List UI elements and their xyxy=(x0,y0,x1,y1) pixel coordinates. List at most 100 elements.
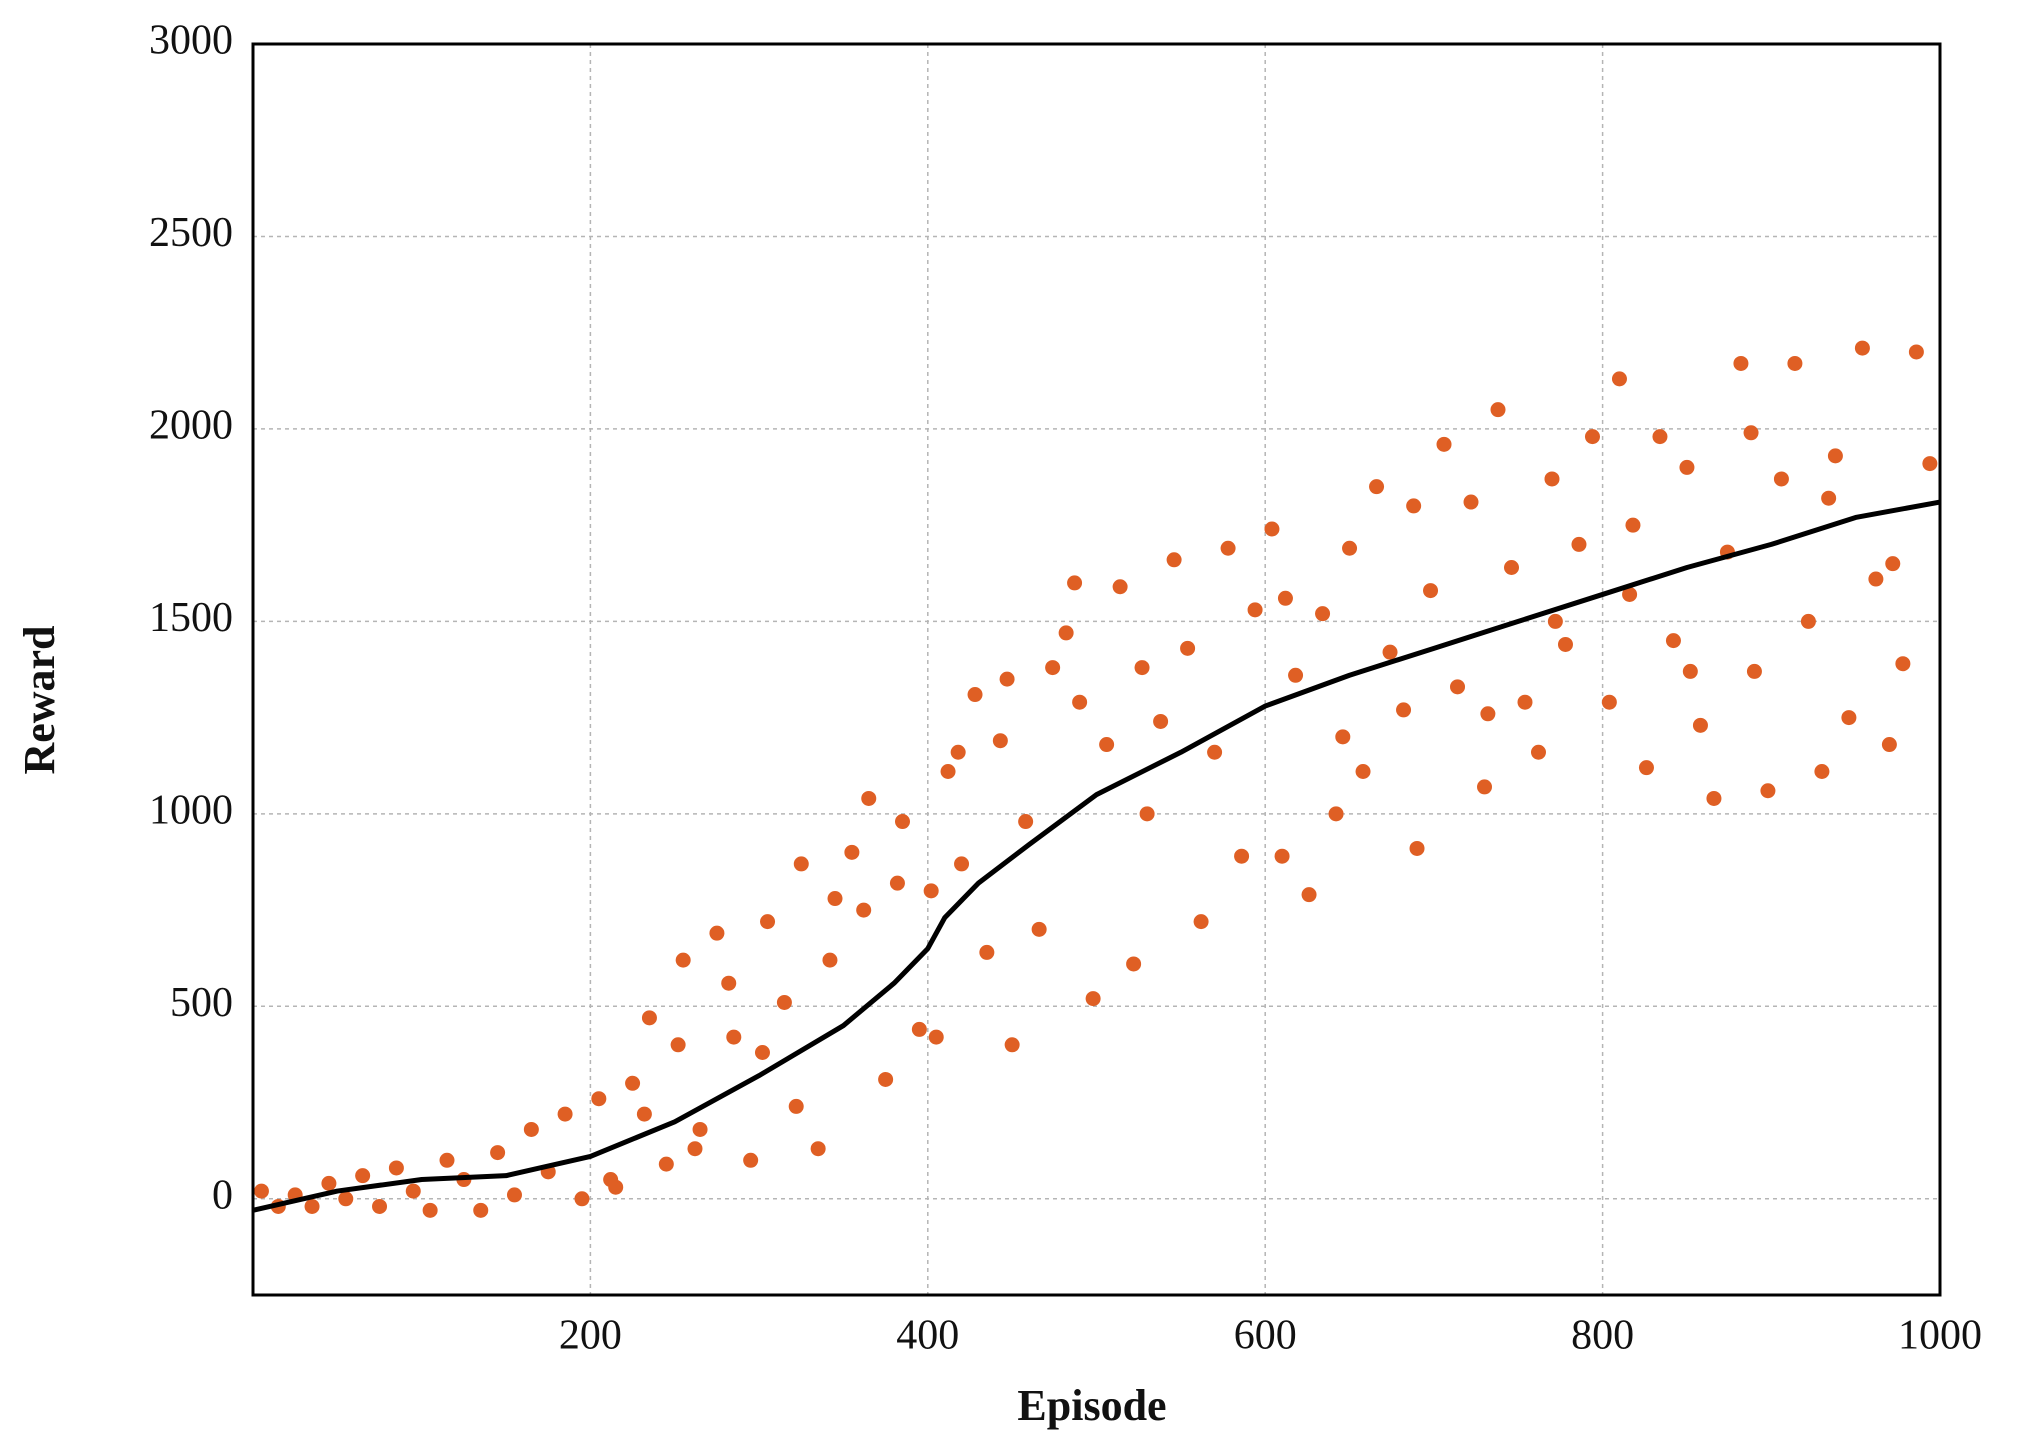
scatter-point xyxy=(1557,636,1573,652)
scatter-point xyxy=(1743,425,1759,441)
scatter-point xyxy=(1922,456,1938,472)
scatter-point xyxy=(889,875,905,891)
trend-line xyxy=(252,499,1941,1213)
scatter-point xyxy=(1733,355,1749,371)
scatter-point xyxy=(743,1152,759,1168)
scatter-point xyxy=(928,1029,944,1045)
scatter-point xyxy=(1234,848,1250,864)
scatter-point xyxy=(1611,371,1627,387)
scatter-point xyxy=(1787,355,1803,371)
y-tick-label: 2000 xyxy=(149,403,233,449)
scatter-point xyxy=(1335,729,1351,745)
scatter-point xyxy=(1045,660,1061,676)
y-axis-title: Reward xyxy=(15,625,64,774)
scatter-point xyxy=(1682,663,1698,679)
scatter-point xyxy=(372,1198,388,1214)
scatter-point xyxy=(1134,660,1150,676)
scatter-point xyxy=(1868,571,1884,587)
scatter-point xyxy=(1018,814,1034,830)
scatter-point xyxy=(603,1172,619,1188)
scatter-point xyxy=(721,975,737,991)
scatter-point xyxy=(523,1121,539,1137)
scatter-point xyxy=(1692,717,1708,733)
scatter-point xyxy=(1220,540,1236,556)
scatter-point xyxy=(1315,606,1331,622)
y-tick-label: 2500 xyxy=(149,210,233,256)
scatter-point xyxy=(788,1098,804,1114)
scatter-point xyxy=(1207,744,1223,760)
scatter-point xyxy=(1547,613,1563,629)
scatter-point xyxy=(1841,710,1857,726)
scatter-point xyxy=(1885,556,1901,572)
scatter-point xyxy=(1881,737,1897,753)
scatter-point xyxy=(1746,663,1762,679)
scatter-point xyxy=(1072,694,1088,710)
x-tick-label: 800 xyxy=(1571,1313,1634,1359)
scatter-point xyxy=(1814,764,1830,780)
scatter-point xyxy=(1706,790,1722,806)
scatter-point xyxy=(954,856,970,872)
scatter-point xyxy=(1180,640,1196,656)
scatter-point xyxy=(810,1141,826,1157)
scatter-point xyxy=(422,1202,438,1218)
scatter-point xyxy=(999,671,1015,687)
scatter-point xyxy=(726,1029,742,1045)
scatter-point xyxy=(1004,1037,1020,1053)
scatter-point xyxy=(1406,498,1422,514)
scatter-point xyxy=(1369,479,1385,495)
scatter-point xyxy=(675,952,691,968)
scatter-point xyxy=(1301,887,1317,903)
scatter-point xyxy=(760,914,776,930)
scatter-point xyxy=(439,1152,455,1168)
y-tick-label: 1500 xyxy=(149,595,233,641)
scatter-point xyxy=(793,856,809,872)
y-tick-label: 0 xyxy=(212,1172,233,1218)
scatter-point xyxy=(591,1091,607,1107)
scatter-point xyxy=(574,1191,590,1207)
x-tick-label: 200 xyxy=(559,1313,622,1359)
scatter-point xyxy=(1382,644,1398,660)
scatter-point xyxy=(844,844,860,860)
scatter-point xyxy=(1247,602,1263,618)
scatter-point xyxy=(1031,921,1047,937)
scatter-point xyxy=(1264,521,1280,537)
scatter-point xyxy=(1544,471,1560,487)
scatter-point xyxy=(1112,579,1128,595)
scatter-point xyxy=(1490,402,1506,418)
scatter-point xyxy=(355,1168,371,1184)
scatter-point xyxy=(1908,344,1924,360)
scatter-point xyxy=(490,1145,506,1161)
scatter-point xyxy=(1099,737,1115,753)
scatter-point xyxy=(388,1160,404,1176)
scatter-point xyxy=(1665,633,1681,649)
scatter-point xyxy=(878,1071,894,1087)
scatter-point xyxy=(754,1044,770,1060)
scatter-point xyxy=(641,1010,657,1026)
scatter-point xyxy=(1477,779,1493,795)
y-tick-label: 1000 xyxy=(149,787,233,833)
scatter-point xyxy=(1854,340,1870,356)
plot-frame xyxy=(251,42,1942,1297)
x-tick-label: 1000 xyxy=(1898,1313,1982,1359)
scatter-point xyxy=(1760,783,1776,799)
scatter-point xyxy=(1067,575,1083,591)
scatter-point xyxy=(636,1106,652,1122)
scatter-point xyxy=(473,1202,489,1218)
scatter-point xyxy=(1277,590,1293,606)
scatter-point xyxy=(1504,559,1520,575)
scatter-point xyxy=(979,944,995,960)
x-tick-label: 400 xyxy=(896,1313,959,1359)
scatter-point xyxy=(1450,679,1466,695)
scatter-point xyxy=(304,1198,320,1214)
scatter-point xyxy=(1342,540,1358,556)
scatter-point xyxy=(658,1156,674,1172)
scatter-point xyxy=(338,1191,354,1207)
scatter-point xyxy=(950,744,966,760)
scatter-point xyxy=(1480,706,1496,722)
scatter-point xyxy=(894,814,910,830)
scatter-point xyxy=(1193,914,1209,930)
x-axis-title: Episode xyxy=(1017,1381,1166,1430)
scatter-point xyxy=(321,1175,337,1191)
